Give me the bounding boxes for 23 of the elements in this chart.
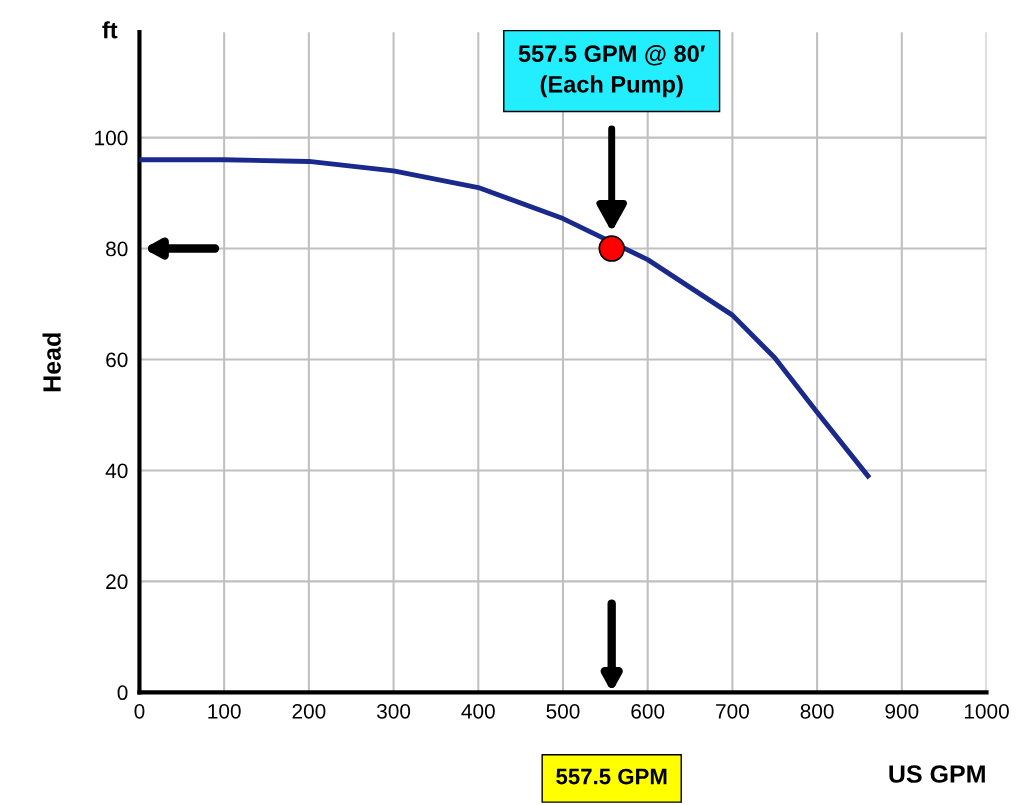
x-axis-title: US GPM [889, 765, 985, 783]
x-tick-label: 500 [546, 703, 580, 719]
x-tick-label: 300 [376, 703, 411, 719]
x-tick-label: 200 [292, 703, 326, 719]
x-tick-label: 400 [461, 703, 495, 719]
y-tick-label: 60 [106, 352, 128, 368]
y-tick-label: 80 [106, 241, 128, 257]
x-tick-label: 900 [885, 703, 919, 719]
line-series [139, 157, 871, 479]
x-tick-label: 0 [134, 703, 145, 719]
x-tick-label: 800 [800, 703, 834, 719]
y-tick-label: 0 [117, 685, 128, 701]
text: 557.5 GPM [556, 768, 667, 785]
x-tick-label: 700 [716, 703, 749, 719]
x-tick-label: 1000 [964, 703, 1009, 719]
y-tick-label: 100 [95, 130, 128, 146]
y-tick-label: 20 [106, 574, 128, 590]
x-tick-label: 100 [208, 703, 241, 719]
y-tick-label: 40 [105, 463, 128, 479]
text: ft [102, 21, 118, 39]
annotation: 557.5 GPM @ 80′ (Each Pump) [518, 45, 706, 98]
y-axis-title: Head [42, 333, 61, 392]
x-tick-label: 600 [631, 703, 665, 719]
